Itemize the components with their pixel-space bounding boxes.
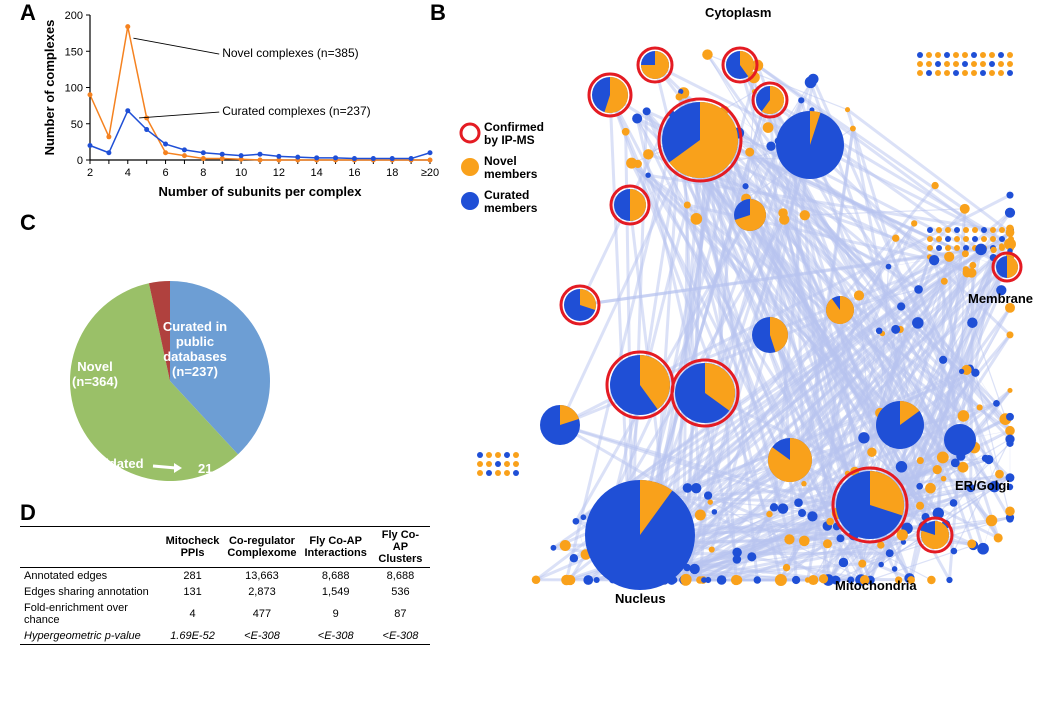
table-cell: <E-308 [301,628,371,645]
svg-text:Number of subunits per complex: Number of subunits per complex [159,184,363,199]
table-cell: 4 [162,600,224,628]
table-cell: 8,688 [371,568,430,585]
svg-text:100: 100 [65,83,83,95]
table-cell: 477 [223,600,300,628]
svg-text:4: 4 [125,167,131,179]
line-chart: 05010015020024681012141618≥20Number of s… [40,5,440,200]
svg-text:members: members [484,201,538,215]
table-cell: 1,549 [301,584,371,600]
pie-slice-label: databases [163,349,227,364]
comparison-table: MitocheckPPIsCo-regulatorComplexomeFly C… [20,526,430,645]
svg-text:0: 0 [77,155,83,167]
pie-slice-label: Validated [86,456,143,471]
pie-slice-label: public [176,334,214,349]
svg-text:Novel complexes (n=385): Novel complexes (n=385) [222,46,358,60]
table-cell: 8,688 [301,568,371,585]
svg-text:6: 6 [162,167,168,179]
region-label: Mitochondria [835,578,917,593]
pie-slice-label: Curated in [163,319,227,334]
table-cell: 13,663 [223,568,300,585]
panel-b: B CytoplasmMembraneER/GolgiMitochondriaN… [430,0,1030,620]
row-head: Edges sharing annotation [20,584,162,600]
svg-text:18: 18 [386,167,398,179]
row-head: Fold-enrichment over chance [20,600,162,628]
table-cell: 87 [371,600,430,628]
panel-c: C Curated inpublicdatabases(n=237) Novel(… [20,210,300,480]
svg-text:12: 12 [273,167,285,179]
table-cell: 131 [162,584,224,600]
svg-text:Curated: Curated [484,188,529,202]
svg-text:2: 2 [87,167,93,179]
panel-a: A 05010015020024681012141618≥20Number of… [20,0,440,200]
svg-text:50: 50 [71,119,83,131]
table-cell: <E-308 [371,628,430,645]
panel-c-label: C [20,210,36,235]
pie-slice-label: (n=364) [72,374,118,389]
panel-d-label: D [20,500,36,525]
svg-text:members: members [484,167,538,181]
region-label: Cytoplasm [705,5,771,20]
table-cell: 536 [371,584,430,600]
panel-d: D MitocheckPPIsCo-regulatorComplexomeFly… [20,500,430,645]
svg-text:Novel: Novel [484,154,517,168]
svg-text:Number of complexes: Number of complexes [42,20,57,156]
svg-text:200: 200 [65,10,83,22]
svg-text:14: 14 [311,167,323,179]
svg-text:16: 16 [348,167,360,179]
region-label: Membrane [968,291,1033,306]
table-header [20,527,162,568]
svg-text:Confirmed: Confirmed [484,120,544,134]
row-head: Hypergeometric p-value [20,628,162,645]
panel-a-label: A [20,0,36,25]
pie-chart: Curated inpublicdatabases(n=237) Novel(n=… [20,236,320,496]
region-label: ER/Golgi [955,478,1010,493]
table-header: Co-regulatorComplexome [223,527,300,568]
table-header: MitocheckPPIs [162,527,224,568]
table-cell: 281 [162,568,224,585]
svg-text:150: 150 [65,46,83,58]
svg-text:by IP-MS: by IP-MS [484,133,535,147]
table-header: Fly Co-APClusters [371,527,430,568]
table-header: Fly Co-APInteractions [301,527,371,568]
pie-slice-label: (n=237) [172,364,218,379]
table-cell: <E-308 [223,628,300,645]
svg-text:8: 8 [200,167,206,179]
svg-text:Curated complexes (n=237): Curated complexes (n=237) [222,104,370,118]
row-head: Annotated edges [20,568,162,585]
svg-text:10: 10 [235,167,247,179]
network-diagram: Cytoplasm Membrane ER/Golgi Mitochondria Nuc… [440,5,1035,615]
pie-slice-label: Novel [77,359,112,374]
table-cell: 1.69E-52 [162,628,224,645]
svg-text:21: 21 [198,461,212,476]
region-label: Nucleus [615,591,666,606]
table-cell: 2,873 [223,584,300,600]
table-cell: 9 [301,600,371,628]
